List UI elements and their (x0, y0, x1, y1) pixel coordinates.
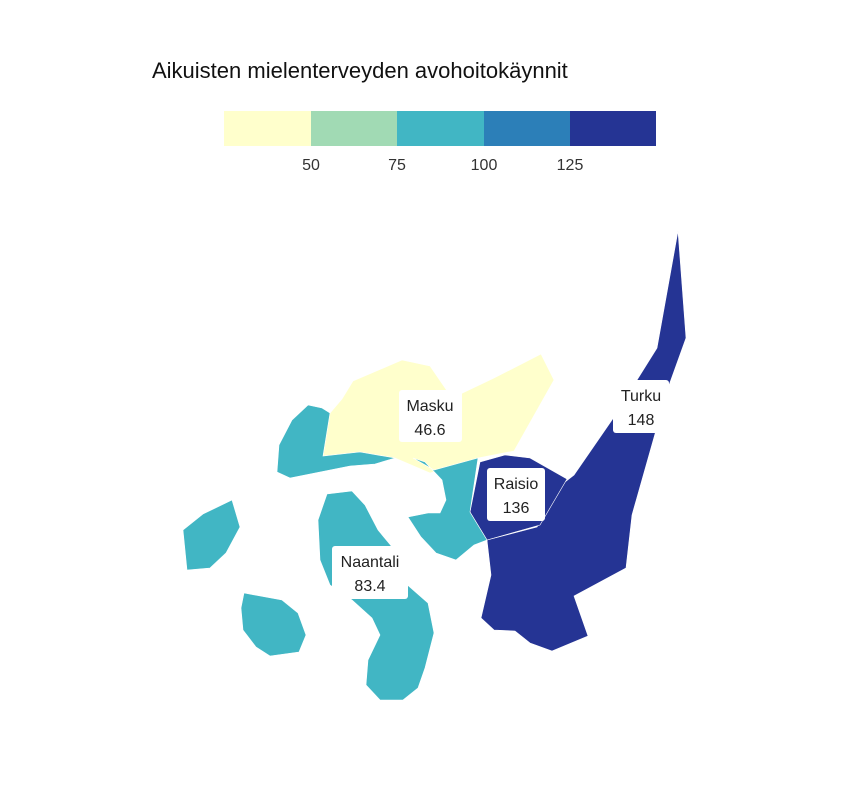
legend-swatch-2 (311, 111, 397, 146)
map-title: Aikuisten mielenterveyden avohoitokäynni… (152, 58, 568, 83)
region-naantali-mainland[interactable] (407, 457, 488, 561)
legend-swatch-3 (397, 111, 484, 146)
map-regions (182, 230, 687, 701)
region-naantali-island-west[interactable] (182, 499, 241, 571)
label-turku-name: Turku (621, 388, 661, 405)
legend-tick-50: 50 (302, 157, 320, 174)
label-masku: Masku 46.6 (399, 390, 462, 442)
color-legend: 50 75 100 125 (224, 111, 656, 174)
legend-swatch-4 (484, 111, 570, 146)
legend-tick-75: 75 (388, 157, 406, 174)
label-raisio: Raisio 136 (487, 468, 545, 521)
label-masku-value: 46.6 (414, 422, 445, 439)
label-raisio-name: Raisio (494, 476, 539, 493)
region-naantali-island-nw[interactable] (276, 404, 396, 479)
label-masku-name: Masku (406, 398, 453, 415)
region-turku[interactable] (480, 230, 687, 652)
label-naantali-value: 83.4 (354, 578, 385, 595)
label-turku-value: 148 (628, 412, 655, 429)
label-turku: Turku 148 (613, 380, 669, 433)
legend-swatch-5 (570, 111, 656, 146)
legend-swatch-1 (224, 111, 311, 146)
legend-tick-100: 100 (471, 157, 498, 174)
label-naantali: Naantali 83.4 (332, 546, 408, 599)
region-naantali-island-sw[interactable] (240, 592, 307, 657)
legend-tick-125: 125 (557, 157, 584, 174)
region-labels: Masku 46.6 Naantali 83.4 Raisio 136 Turk… (332, 380, 669, 599)
label-naantali-name: Naantali (341, 554, 400, 571)
label-raisio-value: 136 (503, 500, 530, 517)
